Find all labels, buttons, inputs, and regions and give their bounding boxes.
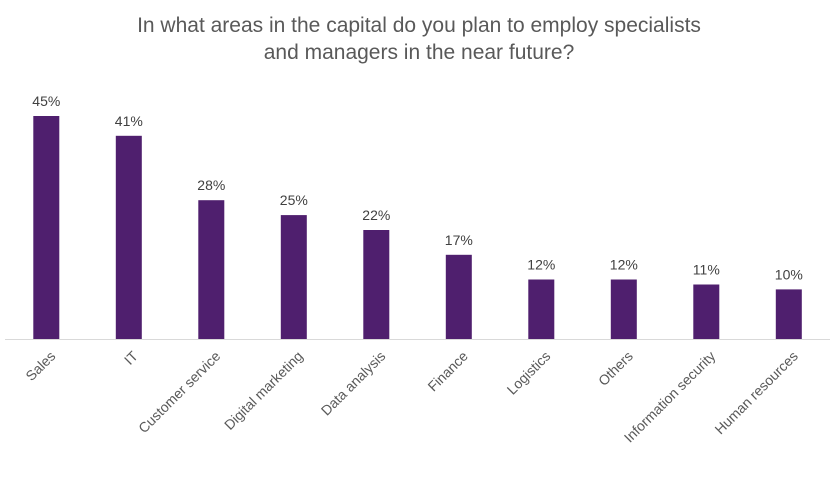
value-label-customer-service: 28% xyxy=(197,177,225,193)
bar-sales xyxy=(33,116,60,339)
chart-title-line-1: In what areas in the capital do you plan… xyxy=(137,14,701,37)
bar-digital-marketing xyxy=(280,215,307,339)
bar-others xyxy=(610,279,637,339)
category-label-it: IT xyxy=(121,347,141,367)
category-label-data-analysis: Data analysis xyxy=(318,348,389,419)
bars-group xyxy=(33,116,802,339)
bar-logistics xyxy=(528,279,555,339)
value-label-finance: 17% xyxy=(445,232,473,248)
chart-title: In what areas in the capital do you plan… xyxy=(0,12,838,66)
value-label-it: 41% xyxy=(115,113,143,129)
bar-information-security xyxy=(693,284,720,339)
value-label-human-resources: 10% xyxy=(775,266,803,282)
value-label-logistics: 12% xyxy=(527,257,555,273)
value-label-data-analysis: 22% xyxy=(362,207,390,223)
bar-data-analysis xyxy=(363,230,390,339)
value-label-digital-marketing: 25% xyxy=(280,192,308,208)
bar-customer-service xyxy=(198,200,225,339)
value-labels-group: 45% 41% 28% 25% 22% 17% 12% 12% 11% 10% xyxy=(32,93,803,282)
category-label-finance: Finance xyxy=(424,348,471,395)
category-label-sales: Sales xyxy=(22,348,58,384)
bar-it xyxy=(115,135,142,339)
bar-human-resources xyxy=(775,289,802,339)
category-label-logistics: Logistics xyxy=(504,348,554,398)
value-label-information-security: 11% xyxy=(693,262,720,278)
category-label-information-security: Information security xyxy=(621,348,719,446)
bar-finance xyxy=(445,254,472,339)
chart-title-line-2: and managers in the near future? xyxy=(263,41,575,64)
category-label-digital-marketing: Digital marketing xyxy=(221,348,306,433)
value-label-others: 12% xyxy=(610,257,638,273)
category-label-customer-service: Customer service xyxy=(135,348,223,436)
category-label-others: Others xyxy=(595,348,636,389)
category-label-human-resources: Human resources xyxy=(711,348,800,437)
value-label-sales: 45% xyxy=(32,93,60,109)
